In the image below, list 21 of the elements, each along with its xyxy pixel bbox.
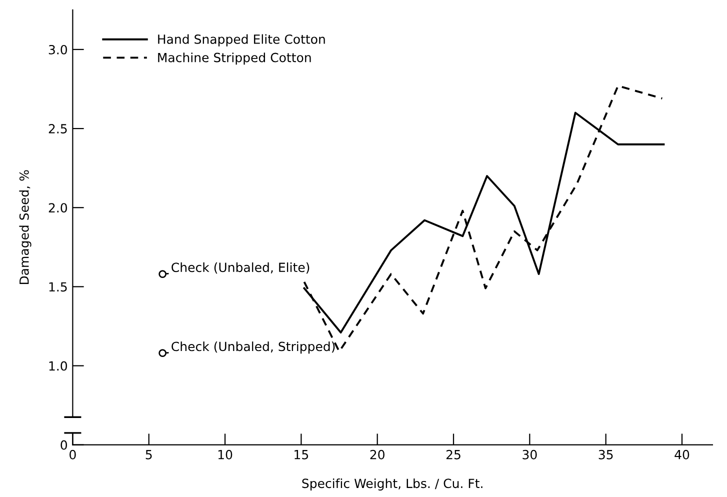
- x-tick-label: 5: [146, 450, 152, 460]
- y-tick-label: 1.0: [49, 361, 68, 371]
- x-tick-label: 35: [598, 450, 613, 460]
- x-tick-label: 20: [370, 450, 384, 460]
- x-tick-label: 25: [446, 450, 460, 460]
- legend-label: Machine Stripped Cotton: [158, 52, 311, 65]
- annotation: Check (Unbaled, Elite): [172, 262, 310, 274]
- x-tick-label: 15: [294, 450, 308, 460]
- x-tick-label: 0: [70, 450, 76, 460]
- y-tick-label: 2.5: [48, 124, 67, 134]
- x-axis-title: Specific Weight, Lbs. / Cu. Ft.: [302, 478, 482, 491]
- annotation: Check (Unbaled, Stripped): [172, 341, 335, 354]
- legend-label: Hand Snapped Elite Cotton: [158, 34, 325, 46]
- y-tick-label: 1.5: [49, 282, 67, 292]
- x-tick-label: 40: [674, 450, 690, 460]
- x-tick-label: 30: [522, 450, 537, 460]
- x-tick-label: 10: [218, 450, 232, 460]
- y-tick-label: 0: [60, 440, 68, 450]
- y-tick-label: 3.0: [48, 44, 68, 54]
- y-tick-label: 2.0: [48, 203, 68, 213]
- y-axis-title: Damaged Seed, %: [19, 170, 32, 284]
